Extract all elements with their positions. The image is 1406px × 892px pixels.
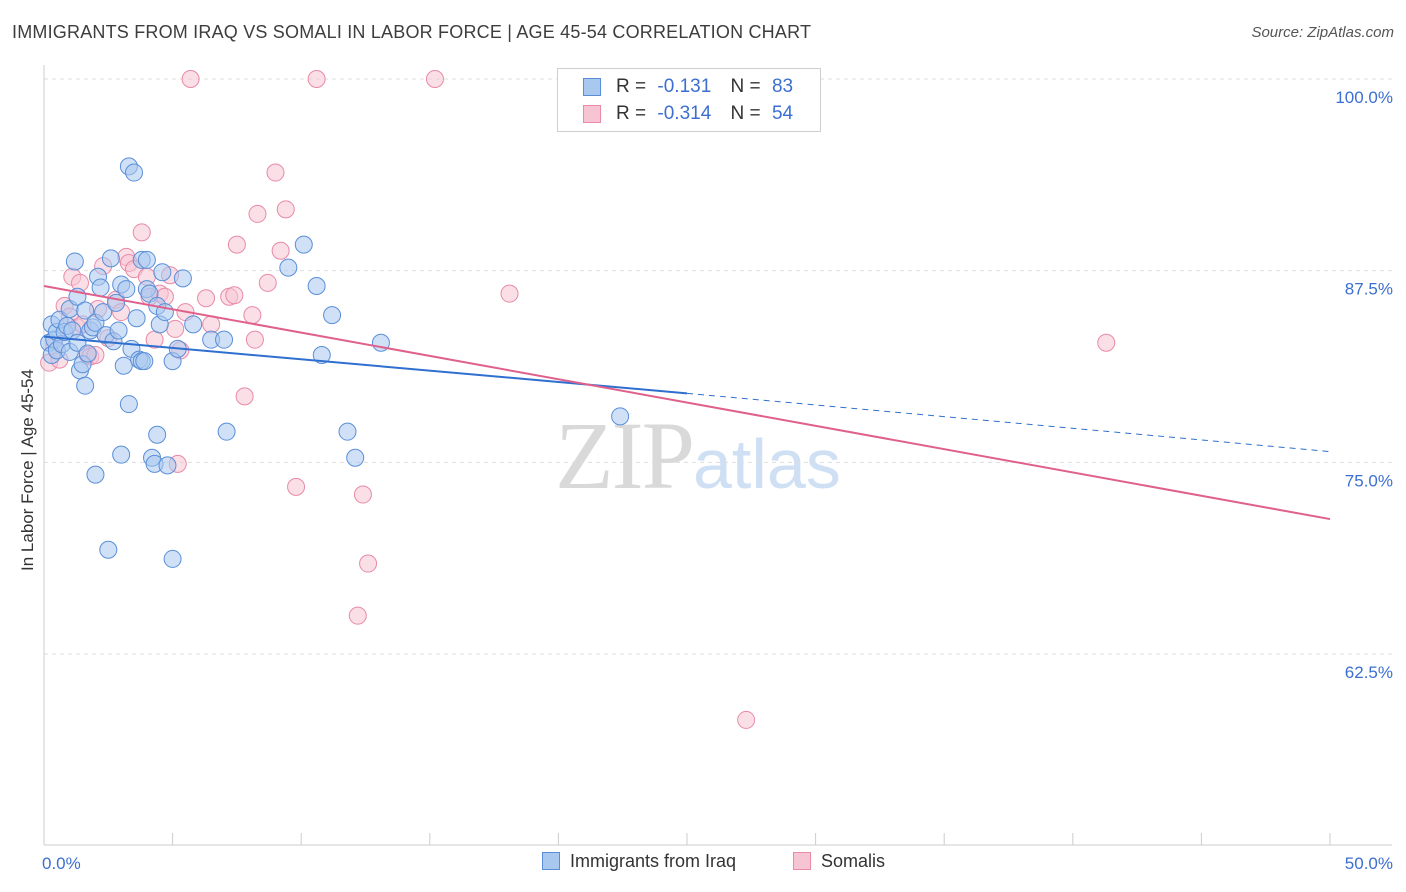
iraq-point [76, 376, 95, 395]
iraq-point [86, 465, 105, 484]
somali-point [248, 204, 267, 223]
iraq-point [173, 269, 192, 288]
x-tick-label: 0.0% [42, 854, 81, 873]
iraq-legend-label: Immigrants from Iraq [570, 851, 737, 871]
iraq-point [217, 422, 236, 441]
iraq-point [127, 309, 146, 328]
legend-row-iraq: R = -0.131 N = 83 [583, 76, 794, 98]
legend-row-somali: R = -0.314 N = 54 [583, 103, 794, 125]
y-tick-label: 87.5% [1345, 280, 1393, 299]
legend-n-value: 54 [771, 103, 794, 124]
iraq-point [65, 252, 84, 271]
iraq-point [163, 549, 182, 568]
iraq-point [294, 235, 313, 254]
somali-legend-label: Somalis [821, 851, 886, 871]
legend-r-label: R = [616, 76, 647, 97]
iraq-point [158, 456, 177, 475]
somali-point [225, 286, 244, 305]
iraq-point [215, 330, 234, 349]
source-credit: Source: ZipAtlas.com [1251, 24, 1394, 41]
somali-point [307, 70, 326, 88]
iraq-point [114, 356, 133, 375]
iraq-point [153, 263, 172, 282]
axes [43, 65, 1392, 846]
iraq-point [135, 352, 154, 371]
iraq-point [184, 315, 203, 334]
iraq-point [307, 277, 326, 295]
iraq-point [312, 346, 331, 364]
iraq-point [112, 445, 131, 464]
somali-point [500, 284, 519, 303]
y-tick-label: 100.0% [1335, 88, 1393, 107]
legend-n-label: N = [730, 103, 761, 124]
iraq-point [117, 280, 136, 299]
somali-point [353, 485, 372, 504]
x-tick-label: 50.0% [1345, 854, 1393, 873]
somali-point [271, 241, 290, 260]
chart-title: IMMIGRANTS FROM IRAQ VS SOMALI IN LABOR … [12, 22, 812, 42]
legend-n-value: 83 [771, 76, 794, 97]
iraq-point [91, 278, 110, 297]
watermark-atlas: atlas [693, 425, 841, 503]
legend-n-label: N = [730, 76, 761, 97]
legend-r-value: -0.131 [657, 76, 712, 97]
iraq-point [76, 301, 95, 320]
iraq-point [137, 250, 156, 269]
correlation-legend: R = -0.131 N = 83 R = -0.314 N = 54 [557, 68, 821, 132]
somali-point [166, 319, 185, 338]
somali-point [197, 289, 216, 308]
iraq-point [148, 425, 167, 444]
iraq-point [346, 448, 365, 467]
somali-point [258, 273, 277, 292]
iraq-point [119, 395, 138, 414]
iraq-point [338, 422, 357, 441]
legend-r-label: R = [616, 103, 647, 124]
iraq-point [94, 303, 113, 322]
somali-point [359, 554, 378, 573]
somali-point [348, 606, 367, 625]
somali-legend-swatch [793, 852, 811, 870]
y-tick-label: 62.5% [1345, 663, 1393, 682]
legend-item-iraq[interactable]: Immigrants from Iraq [542, 851, 736, 872]
somali-trend-line [43, 285, 1331, 521]
iraq-legend-swatch [542, 852, 560, 870]
legend-item-somali[interactable]: Somalis [793, 851, 885, 872]
somali-point [1097, 333, 1116, 352]
somali-point [425, 70, 444, 88]
iraq-point [323, 306, 342, 325]
somali-point [245, 330, 264, 349]
iraq-points [40, 157, 630, 568]
iraq-swatch [583, 78, 601, 96]
iraq-point [109, 321, 128, 340]
somali-point [276, 200, 295, 219]
iraq-point [78, 344, 97, 363]
somali-point [132, 223, 151, 242]
legend-r-value: -0.314 [657, 103, 712, 124]
somali-swatch [583, 105, 601, 123]
somali-point [243, 306, 262, 325]
iraq-point [611, 407, 630, 426]
somali-point [227, 235, 246, 254]
y-tick-label: 75.0% [1345, 471, 1393, 490]
iraq-point [99, 540, 118, 559]
somali-point [181, 70, 200, 88]
somali-point [287, 477, 306, 496]
iraq-trend-extension [686, 392, 1331, 453]
iraq-point [279, 258, 298, 277]
tick-labels: 62.5% 75.0% 87.5% 100.0% 0.0% 50.0% [42, 88, 1393, 873]
somali-point [737, 710, 756, 729]
trend-lines [43, 285, 1331, 521]
iraq-point [101, 249, 120, 268]
somali-points [40, 70, 1116, 729]
somali-point [235, 387, 254, 406]
grid-lines [44, 78, 1392, 655]
somali-point [266, 163, 285, 182]
iraq-point [125, 163, 144, 182]
